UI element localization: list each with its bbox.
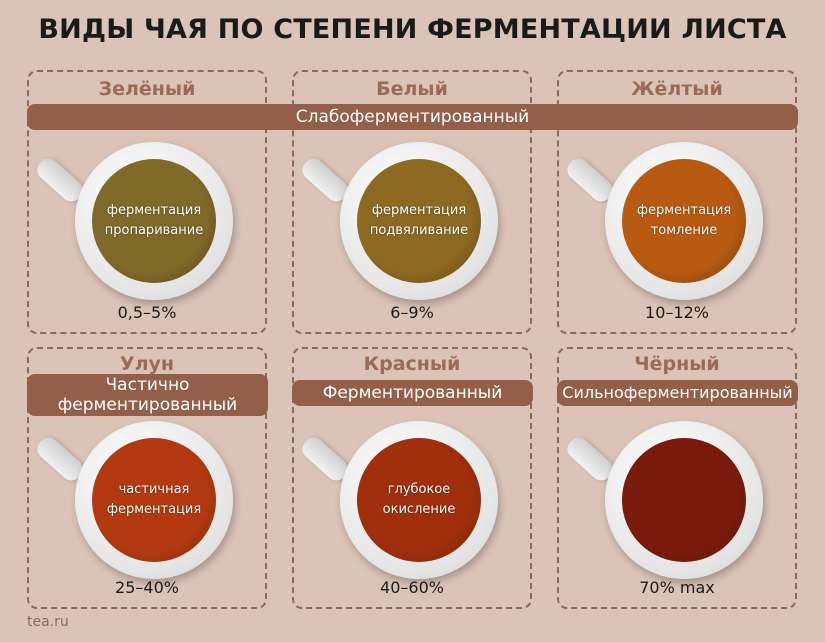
process-line: ферментация (106, 203, 202, 218)
fermentation-percent: 70% max (639, 578, 715, 597)
fermentation-percent: 10–12% (645, 303, 709, 322)
tea-card-black: Чёрный 70% max (557, 347, 797, 609)
process-line: подвяливание (369, 223, 469, 238)
process-line: пропаривание (104, 223, 204, 238)
category-banner-weak: Слабоферментированный (27, 104, 798, 130)
fermentation-percent: 25–40% (115, 578, 179, 597)
process-line: частичная (118, 482, 190, 497)
page-title: ВИДЫ ЧАЯ ПО СТЕПЕНИ ФЕРМЕНТАЦИИ ЛИСТА (38, 14, 787, 45)
category-banner-strong: Сильноферментированный (557, 380, 798, 406)
process-line: ферментация (636, 203, 732, 218)
tea-liquid: частичная ферментация (92, 438, 216, 562)
tea-name: Жёлтый (631, 78, 723, 100)
tea-liquid: ферментация подвяливание (357, 159, 481, 283)
process-line: глубокое (387, 482, 451, 497)
cup-image: ферментация пропаривание (29, 132, 269, 332)
fermentation-percent: 40–60% (380, 578, 444, 597)
source-label: tea.ru (27, 614, 69, 630)
banner-line: ферментированный (57, 395, 238, 415)
cup-image: ферментация томление (559, 132, 799, 332)
cup-image: глубокое окисление (294, 411, 534, 611)
cup-image: ферментация подвяливание (294, 132, 534, 332)
category-banner-fermented: Ферментированный (292, 380, 533, 406)
fermentation-percent: 6–9% (390, 303, 434, 322)
banner-line: Частично (105, 375, 190, 395)
process-line: окисление (382, 502, 456, 517)
process-line: томление (650, 223, 718, 238)
tea-name: Белый (376, 78, 448, 100)
tea-name: Чёрный (634, 353, 720, 375)
tea-liquid: ферментация пропаривание (92, 159, 216, 283)
tea-card-yellow: Жёлтый ферментация томление 10–12% (557, 70, 797, 334)
process-line: ферментация (371, 203, 467, 218)
tea-card-oolong: Улун частичная ферментация 25–40% (27, 347, 267, 609)
cup-image (559, 411, 799, 611)
tea-card-green: Зелёный ферментация пропаривание 0,5–5% (27, 70, 267, 334)
tea-name: Зелёный (98, 78, 196, 100)
cup-image: частичная ферментация (29, 411, 269, 611)
tea-card-red: Красный глубокое окисление 40–60% (292, 347, 532, 609)
category-banner-partial: Частично ферментированный (27, 374, 268, 416)
tea-liquid: ферментация томление (622, 159, 746, 283)
tea-card-white: Белый ферментация подвяливание 6–9% (292, 70, 532, 334)
tea-name: Улун (119, 353, 175, 375)
fermentation-percent: 0,5–5% (117, 303, 177, 322)
tea-liquid: глубокое окисление (357, 438, 481, 562)
tea-liquid (622, 438, 746, 562)
tea-name: Красный (363, 353, 461, 375)
process-line: ферментация (106, 502, 202, 517)
